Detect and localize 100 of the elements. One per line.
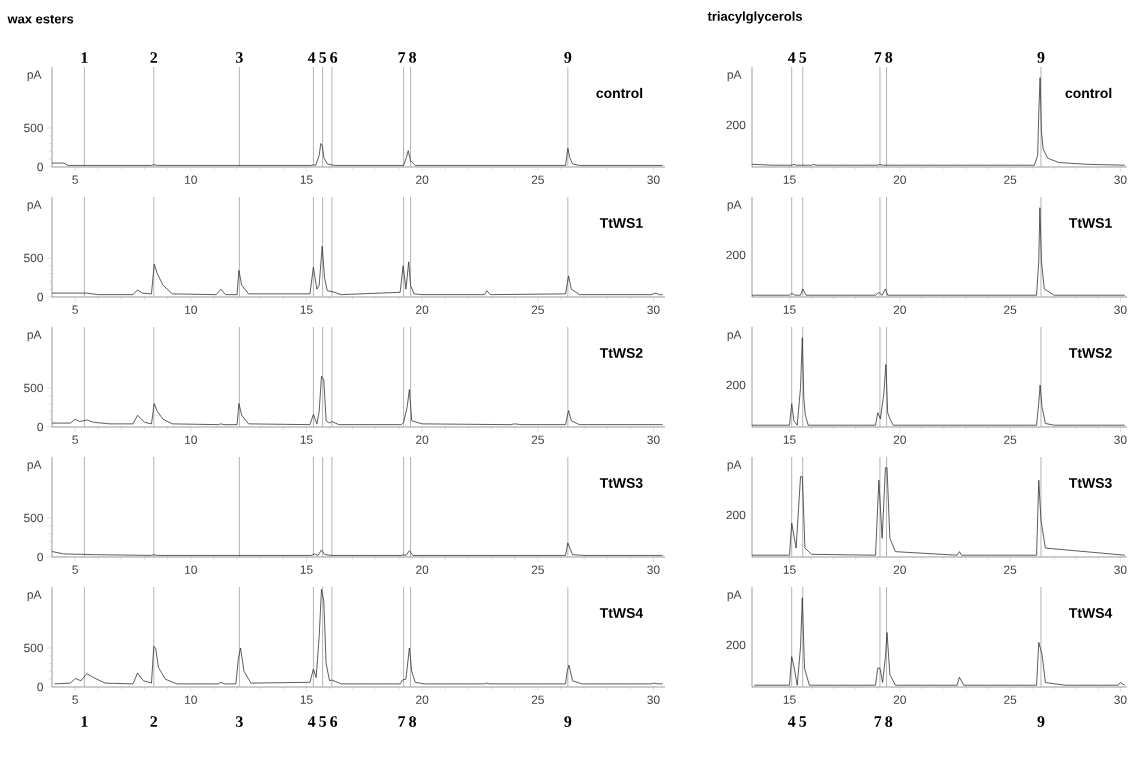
y-axis-title: pA <box>727 330 742 342</box>
annotation: control <box>1065 87 1112 99</box>
text: 7 <box>398 716 406 727</box>
y-tick-label: 500 <box>24 123 44 133</box>
x-tick-label: 5 <box>72 695 78 704</box>
y-tick-label: 0 <box>37 292 44 302</box>
x-tick-label: 20 <box>893 305 906 314</box>
text: 4 <box>307 52 316 63</box>
x-tick-label: 10 <box>185 695 197 704</box>
x-tick-label: 10 <box>185 175 197 184</box>
chart-title: triacylglycerols <box>707 11 803 24</box>
x-tick-label: 20 <box>893 175 906 184</box>
x-tick-label: 30 <box>1114 565 1127 574</box>
y-tick-label: 0 <box>37 682 44 692</box>
text: 2 <box>150 716 158 727</box>
text: 2 <box>150 52 158 63</box>
x-tick-label: 30 <box>1114 435 1127 444</box>
x-tick-label: 15 <box>783 175 796 184</box>
text: 7 <box>874 716 882 727</box>
x-tick-label: 20 <box>893 695 906 704</box>
x-tick-label: 20 <box>893 435 906 444</box>
text: 5 <box>799 716 807 727</box>
x-tick-label: 30 <box>647 305 660 314</box>
text: 5 <box>799 52 807 63</box>
x-tick-label: 30 <box>1114 305 1127 314</box>
text: 9 <box>1037 716 1045 727</box>
x-tick-label: 25 <box>531 305 544 314</box>
x-tick-label: 20 <box>416 175 429 184</box>
x-tick-label: 30 <box>1114 175 1127 184</box>
text: 4 <box>307 716 316 727</box>
x-tick-label: 10 <box>185 305 197 314</box>
annotation: TtWS2 <box>1069 348 1112 358</box>
x-tick-label: 30 <box>647 175 660 184</box>
x-tick-label: 5 <box>72 435 78 444</box>
text: 7 <box>874 52 882 63</box>
y-tick-label: 500 <box>24 643 44 653</box>
text: 9 <box>564 716 572 727</box>
annotation: TtWS4 <box>1069 608 1113 618</box>
x-tick-label: 25 <box>531 435 544 444</box>
x-tick-label: 15 <box>783 435 796 444</box>
text: 9 <box>564 52 572 63</box>
x-tick-label: 25 <box>1004 695 1017 704</box>
y-axis-title: pA <box>27 460 42 472</box>
text: 5 <box>319 52 327 63</box>
x-tick-label: 5 <box>72 175 78 184</box>
x-tick-label: 5 <box>72 305 78 314</box>
text: 1 <box>81 52 88 63</box>
text: 6 <box>330 52 338 63</box>
annotation: TtWS1 <box>1069 218 1112 228</box>
text: 3 <box>235 716 243 727</box>
x-tick-label: 15 <box>300 695 313 704</box>
y-axis-title: pA <box>27 590 42 602</box>
text: 3 <box>235 52 243 63</box>
x-tick-label: 15 <box>783 695 796 704</box>
x-tick-label: 10 <box>185 435 197 444</box>
y-axis-title: pA <box>27 200 42 212</box>
x-tick-label: 15 <box>783 565 796 574</box>
y-axis-title: pA <box>727 70 742 82</box>
text: 200 <box>726 250 746 260</box>
x-tick-label: 5 <box>72 565 78 574</box>
chart-title: wax esters <box>7 14 74 24</box>
x-tick-label: 25 <box>531 695 544 704</box>
y-axis-title: pA <box>727 200 742 212</box>
annotation: TtWS1 <box>599 218 643 228</box>
text: 6 <box>330 716 338 727</box>
annotation: control <box>596 87 643 99</box>
text: 8 <box>409 716 417 727</box>
annotation: TtWS4 <box>599 608 644 618</box>
text: 4 <box>787 52 796 63</box>
y-tick-label: 0 <box>37 162 44 172</box>
x-tick-label: 15 <box>300 305 313 314</box>
text: 7 <box>398 52 406 63</box>
annotation: TtWS3 <box>599 478 643 488</box>
text: 1 <box>81 716 88 727</box>
text: 200 <box>726 640 746 650</box>
y-axis-title: pA <box>727 460 742 472</box>
x-tick-label: 20 <box>893 565 906 574</box>
x-tick-label: 20 <box>416 435 429 444</box>
text: 8 <box>885 716 893 727</box>
text: 200 <box>726 380 746 390</box>
text: 4 <box>787 716 796 727</box>
x-tick-label: 15 <box>300 175 313 184</box>
x-tick-label: 15 <box>300 435 313 444</box>
x-tick-label: 25 <box>1004 435 1017 444</box>
x-tick-label: 30 <box>647 565 660 574</box>
y-axis-title: pA <box>727 590 742 602</box>
y-tick-label: 500 <box>24 383 44 393</box>
y-tick-label: 500 <box>24 253 44 263</box>
text: 200 <box>726 510 746 520</box>
x-tick-label: 20 <box>416 305 429 314</box>
y-tick-label: 0 <box>37 422 44 432</box>
y-tick-label: 500 <box>24 513 44 523</box>
x-tick-label: 25 <box>1004 305 1017 314</box>
y-axis-title: pA <box>27 70 42 82</box>
x-tick-label: 30 <box>647 435 660 444</box>
x-tick-label: 25 <box>1004 175 1017 184</box>
x-tick-label: 30 <box>1114 695 1127 704</box>
text: 200 <box>726 120 746 130</box>
annotation: TtWS2 <box>599 348 643 358</box>
text: 9 <box>1037 52 1045 63</box>
